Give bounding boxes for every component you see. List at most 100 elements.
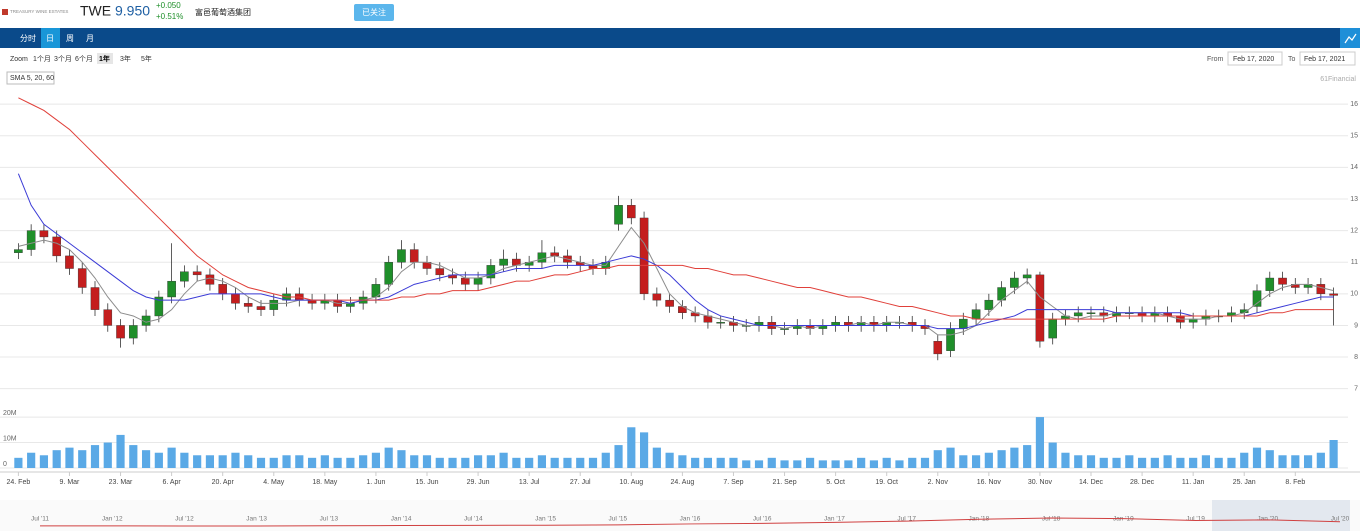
y-tick-label: 12 (1350, 227, 1358, 234)
candle-body (1022, 274, 1032, 279)
tab[interactable]: 周 (66, 34, 74, 43)
volume-bar (231, 452, 240, 468)
volume-bar (537, 455, 547, 468)
x-tick-label: 24. Feb (7, 479, 31, 486)
volume-bar (129, 445, 138, 468)
volume-bar (844, 460, 853, 468)
candle-body (90, 287, 100, 310)
tab[interactable]: 分时 (20, 33, 36, 43)
change: +0.050 (156, 1, 181, 10)
x-tick-label: 20. Apr (212, 479, 235, 486)
volume-bar (52, 450, 61, 468)
volume-bar (691, 457, 700, 468)
volume-bar (1176, 457, 1185, 468)
candle-body (397, 249, 406, 263)
candle-body (537, 252, 547, 263)
zoom-option[interactable]: 6个月 (75, 55, 93, 63)
candle-body (39, 230, 49, 238)
volume-bar (1010, 447, 1019, 468)
volume-bar (1265, 450, 1274, 468)
volume-bar (359, 455, 368, 468)
navigator-label: Jul '15 (608, 516, 627, 523)
candle-body (627, 205, 636, 219)
to-value[interactable]: Feb 17, 2021 (1304, 56, 1345, 63)
candle-body (384, 262, 393, 285)
candle-body (1265, 277, 1275, 291)
volume-bar (563, 457, 572, 468)
zoom-option[interactable]: 3个月 (54, 55, 72, 63)
volume-bar (576, 457, 585, 468)
candle-body (52, 236, 61, 257)
navigator-label: Jul '12 (175, 516, 194, 523)
y-tick-label: 15 (1350, 133, 1358, 140)
volume-tick-label: 20M (3, 410, 17, 417)
tab[interactable]: 日 (46, 34, 54, 43)
volume-bar (1252, 447, 1262, 468)
zoom-option[interactable]: 1年 (99, 54, 110, 63)
x-tick-label: 9. Mar (60, 479, 81, 486)
volume-bar (1048, 442, 1057, 468)
volume-bar (346, 457, 355, 468)
volume-bar (1291, 455, 1300, 468)
candle-body (614, 205, 623, 225)
volume-bar (729, 457, 738, 468)
x-tick-label: 27. Jul (570, 479, 591, 486)
volume-bar (997, 450, 1006, 468)
to-input[interactable] (1299, 51, 1356, 66)
zoom-selected (97, 53, 113, 64)
candle-body (243, 303, 253, 307)
x-tick-label: 18. May (312, 479, 337, 486)
volume-bar (1112, 457, 1121, 468)
volume-bar (154, 452, 163, 468)
volume-bar (1150, 457, 1159, 468)
follow-button-label[interactable]: 已关注 (362, 7, 386, 17)
follow-button[interactable] (354, 4, 394, 21)
y-tick-label: 8 (1354, 354, 1358, 361)
volume-bar (946, 447, 955, 468)
volume-bar (295, 455, 304, 468)
volume-bar (1074, 455, 1083, 468)
navigator-label: Jul '20 (1331, 516, 1350, 523)
candle-body (499, 258, 508, 266)
volume-bar (218, 455, 227, 468)
volume-bar (384, 447, 393, 468)
volume-bar (1201, 455, 1211, 468)
y-tick-label: 9 (1354, 322, 1358, 329)
volume-bar (703, 457, 713, 468)
volume-bar (754, 460, 764, 468)
volume-bar (1278, 455, 1287, 468)
y-tick-label: 11 (1351, 259, 1358, 266)
volume-bar (193, 455, 202, 468)
x-tick-label: 5. Oct (826, 479, 845, 486)
volume-bar (461, 457, 470, 468)
zoom-label: Zoom (10, 56, 28, 63)
chart-icon (1344, 33, 1357, 44)
from-value[interactable]: Feb 17, 2020 (1233, 56, 1274, 63)
zoom-option[interactable]: 1个月 (33, 55, 51, 63)
candle-body (486, 265, 496, 279)
candle-body (1329, 293, 1338, 296)
from-input[interactable] (1227, 51, 1283, 66)
sma-line (18, 97, 1334, 320)
volume-bar (959, 455, 968, 468)
volume-bar (371, 452, 381, 468)
tab[interactable]: 月 (86, 34, 94, 43)
volume-bar (448, 457, 457, 468)
navigator-selection[interactable] (1212, 500, 1350, 531)
candle-body (167, 280, 176, 298)
volume-bar (933, 450, 942, 468)
volume-bar (920, 457, 930, 468)
volume-bar (805, 457, 815, 468)
zoom-option[interactable]: 3年 (120, 54, 131, 63)
volume-bar (793, 460, 802, 468)
zoom-option[interactable]: 5年 (141, 54, 152, 63)
navigator-label: Jul '14 (464, 516, 483, 523)
logo-icon (2, 9, 8, 15)
volume-bar (27, 452, 36, 468)
candle-body (984, 299, 994, 310)
volume-bar (678, 455, 687, 468)
volume-bar (14, 457, 23, 468)
y-tick-label: 16 (1350, 101, 1358, 108)
x-tick-label: 6. Apr (162, 479, 181, 486)
